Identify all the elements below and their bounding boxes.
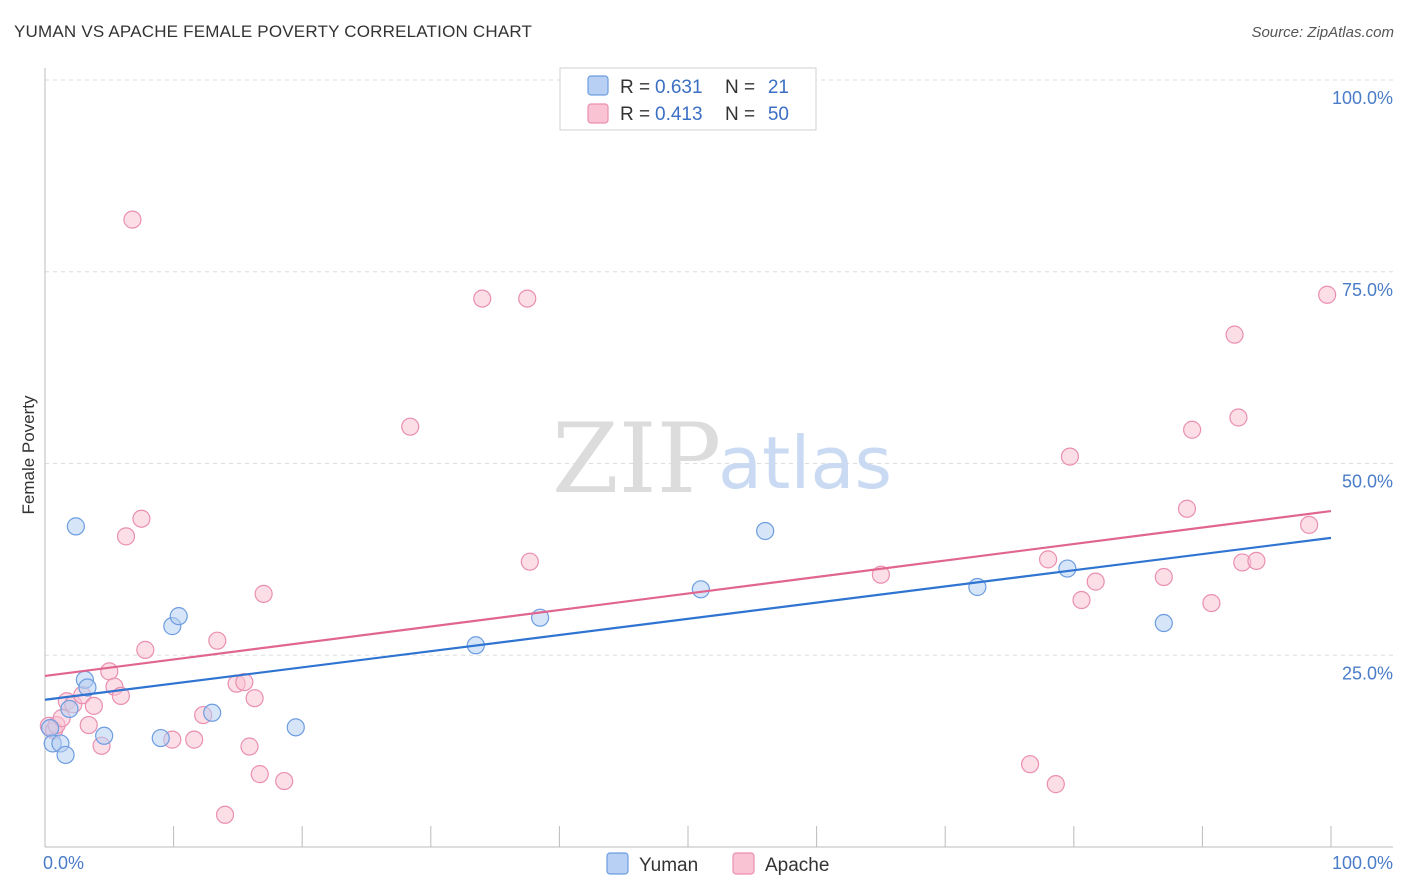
y-tick-label: 50.0% [1342,472,1393,492]
legend-n-label: N = [725,104,755,125]
x-tick-label-max: 100.0% [1332,853,1393,873]
stats-legend: R = 0.631 N = 21 R = 0.413 N = 50 [559,67,817,131]
y-tick-label: 25.0% [1342,663,1393,683]
apache-point [520,552,539,571]
apache-point [1046,775,1065,794]
source-label: Source: ZipAtlas.com [1251,24,1394,41]
legend-r-label: R = [620,77,650,98]
watermark-zip: ZIP [552,403,721,515]
yuman-point [1058,559,1077,578]
apache-point [254,584,273,603]
y-tick-label: 75.0% [1342,280,1393,300]
yuman-point [41,719,60,738]
apache-point [245,689,264,708]
apache-point [116,527,136,546]
yuman-point [78,678,97,697]
apache-point [1177,499,1197,518]
yuman-point [60,699,79,719]
apache-point [250,765,269,784]
yuman-trend-line [44,536,1332,701]
apache-point [1086,572,1105,591]
apache-point [1020,755,1040,774]
watermark-atlas: atlas [718,421,892,505]
legend-r-value: 0.631 [655,77,703,98]
legend-item-apache-label: Apache [765,855,829,876]
apache-point [84,696,103,715]
apache-point [185,730,204,749]
apache-point [79,715,98,735]
apache-point [1318,285,1337,304]
apache-point [871,565,891,584]
apache-point [401,417,420,436]
legend-n-label: N = [725,77,755,98]
yuman-point [56,745,75,765]
legend-r-label: R = [620,104,650,125]
y-tick-labels: 25.0% 50.0% 75.0% 100.0% [1332,88,1393,683]
apache-point [215,805,235,824]
bottom-legend: Yuman Apache [606,852,829,876]
watermark: ZIP atlas [552,403,892,515]
apache-point [1229,408,1248,427]
axes [44,68,1393,848]
legend-item-yuman-swatch [606,852,629,875]
apache-point [136,640,155,659]
yuman-point [66,517,85,536]
legend-swatch-apache [587,103,609,124]
legend-item-apache-swatch [732,852,755,875]
yuman-point [169,607,188,626]
apache-point [1247,551,1266,571]
yuman-point [691,580,710,599]
yuman-point [95,726,114,745]
yuman-point [151,728,170,748]
apache-point [123,210,142,229]
x-tick-label-min: 0.0% [43,853,84,873]
apache-point [473,289,492,308]
x-tick-labels: 0.0% 100.0% [43,853,1393,873]
apache-point [240,737,259,756]
y-axis-label: Female Poverty [19,395,38,515]
apache-trend-line [44,509,1332,678]
apache-point [1154,567,1173,587]
apache-point [1060,447,1080,466]
yuman-point [1154,613,1173,633]
legend-n-value: 21 [768,77,789,98]
trend-lines [44,509,1332,701]
gridlines [45,79,1393,656]
legend-item-yuman-label: Yuman [639,855,698,876]
apache-point [1225,325,1244,344]
legend-n-value: 50 [768,104,789,125]
apache-point [1183,420,1202,439]
yuman-point [756,521,775,541]
chart-title: YUMAN VS APACHE FEMALE POVERTY CORRELATI… [14,22,533,41]
yuman-point [286,718,305,737]
apache-point [1300,515,1319,534]
apache-point [275,771,294,791]
legend-r-value: 0.413 [655,104,703,125]
apache-point [518,289,537,308]
apache-point [1038,550,1058,569]
apache-point [132,509,151,528]
apache-point [1202,593,1221,613]
apache-point [100,662,119,681]
y-tick-label: 100.0% [1332,88,1393,108]
legend-swatch-yuman [587,75,609,96]
data-points [39,210,1337,824]
apache-point [1072,590,1091,610]
yuman-point [203,703,222,722]
apache-point [208,631,227,650]
